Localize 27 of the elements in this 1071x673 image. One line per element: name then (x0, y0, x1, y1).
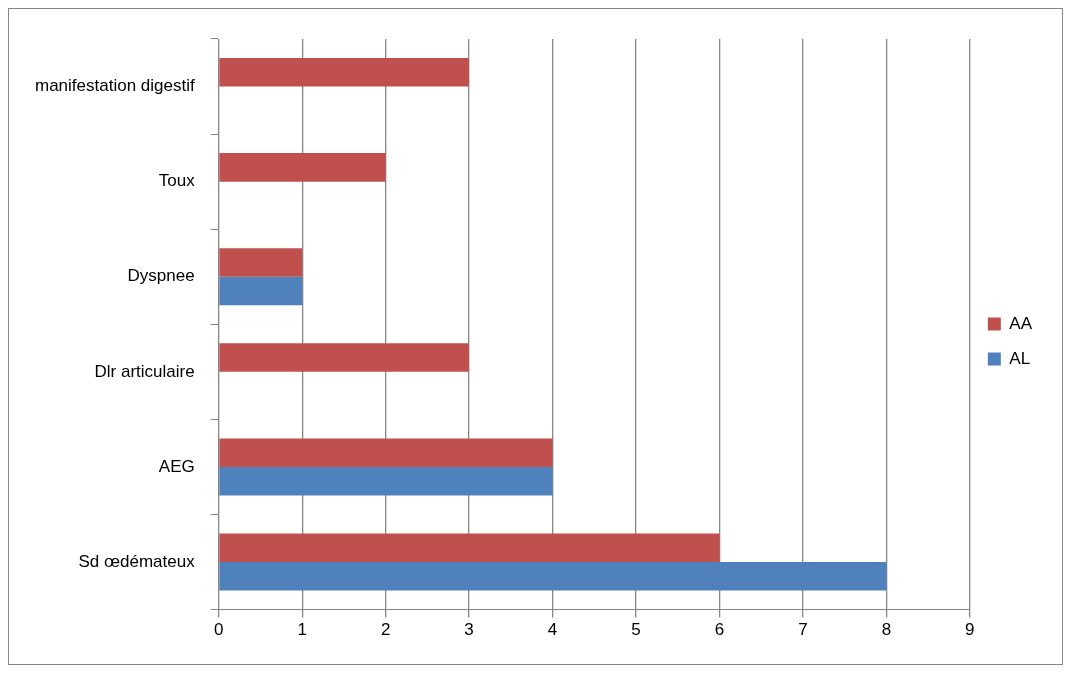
x-tick-label: 4 (547, 620, 558, 640)
y-tick-label: Sd œdémateux (78, 551, 196, 571)
y-tick-label: Toux (158, 171, 196, 191)
x-tick-label: 8 (881, 620, 892, 640)
x-tick-label: 6 (714, 620, 725, 640)
legend-label: AA (1009, 313, 1033, 333)
x-tick-label: 3 (464, 620, 474, 640)
x-tick-label: 2 (380, 620, 391, 640)
bar (219, 533, 720, 563)
x-tick-label: 5 (631, 620, 641, 640)
bar (219, 466, 553, 496)
y-tick-label: AEG (158, 456, 195, 476)
bar (219, 153, 386, 182)
x-tick-label: 9 (965, 620, 975, 640)
y-tick-label: Dyspnee (127, 266, 195, 286)
bar (219, 58, 470, 87)
x-tick-label: 0 (213, 620, 224, 640)
bar (219, 276, 303, 306)
x-tick-label: 7 (798, 620, 808, 640)
y-tick-label: manifestation digestif (35, 76, 195, 96)
bar (219, 438, 553, 467)
x-tick-label: 1 (297, 620, 307, 640)
bar (219, 248, 303, 277)
bar (219, 343, 470, 372)
y-tick-label: Dlr articulaire (94, 361, 195, 381)
bar (219, 562, 887, 591)
legend-label: AL (1009, 348, 1031, 368)
